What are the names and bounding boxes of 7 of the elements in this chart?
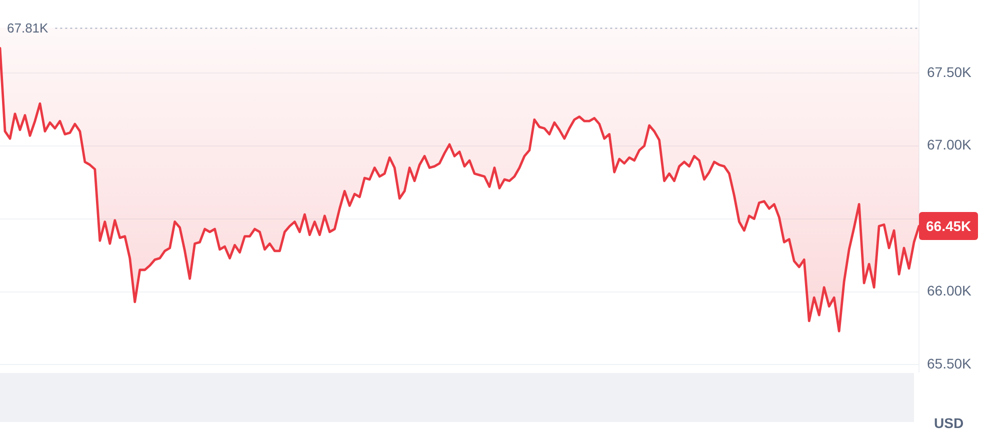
y-tick-label: 67.00K (927, 136, 972, 153)
y-tick-label: 66.00K (927, 282, 972, 299)
y-tick-label: 67.50K (927, 64, 972, 80)
ref-line-label: 67.81K (7, 20, 49, 36)
y-axis-title: USD (934, 414, 964, 431)
y-tick-label: 65.50K (927, 356, 972, 372)
text: 66.45K (919, 212, 978, 240)
